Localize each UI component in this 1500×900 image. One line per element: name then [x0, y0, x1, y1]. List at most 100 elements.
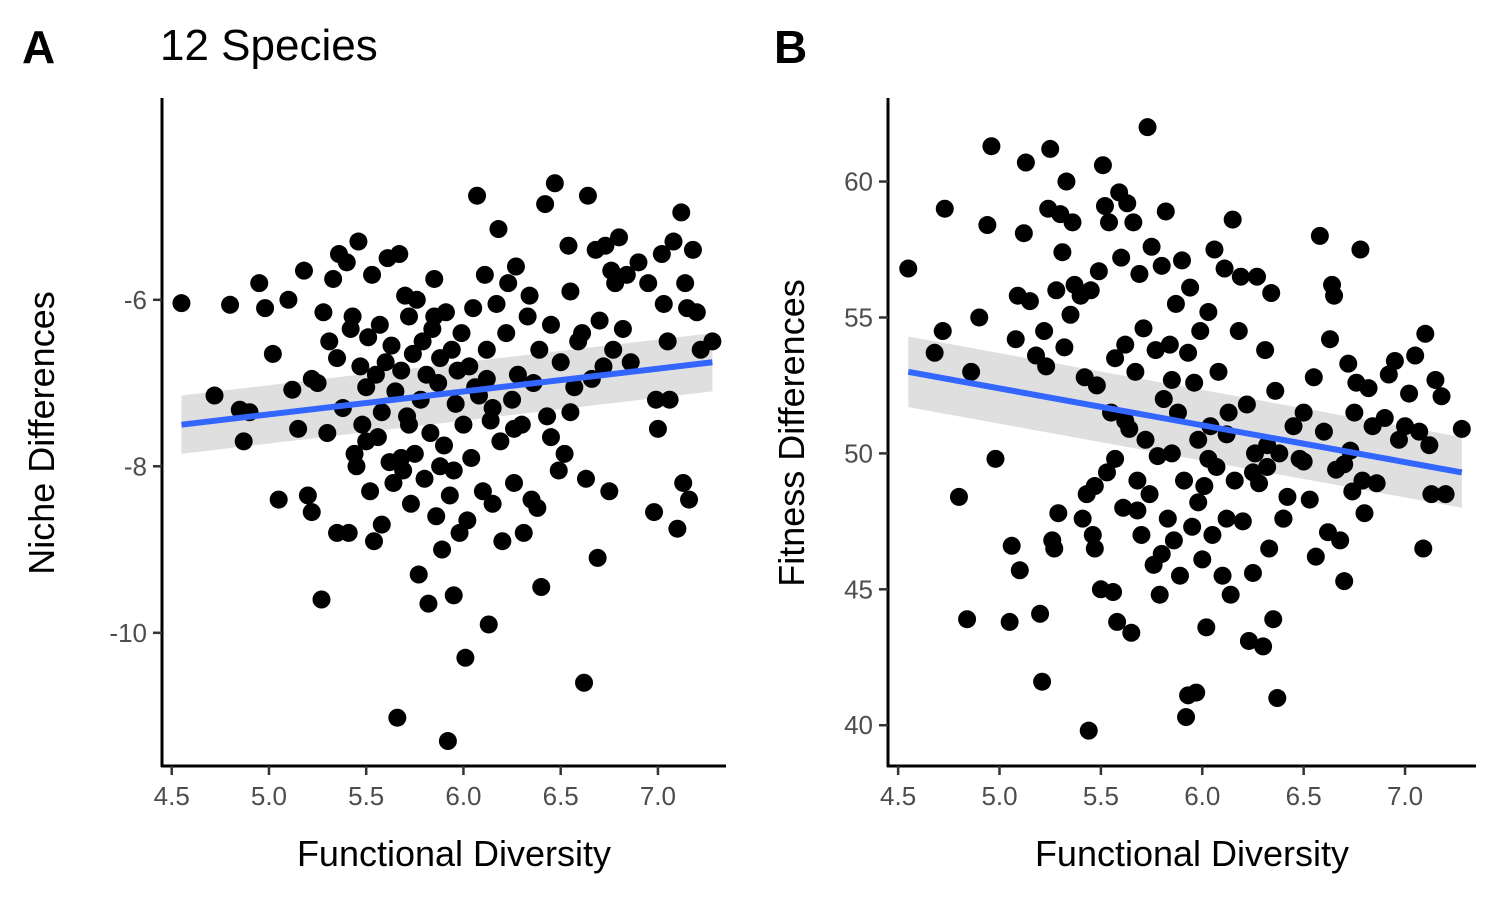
data-point — [1229, 322, 1248, 341]
data-point — [935, 199, 954, 218]
data-point — [604, 340, 623, 359]
data-point — [1010, 561, 1029, 580]
data-point — [1150, 585, 1169, 604]
data-point — [1217, 509, 1236, 528]
data-point — [473, 482, 492, 501]
data-point — [541, 428, 560, 447]
data-point — [1122, 623, 1141, 642]
data-point — [1085, 539, 1104, 558]
data-point — [1124, 213, 1143, 232]
data-point — [1410, 422, 1429, 441]
data-point — [1262, 284, 1281, 303]
data-point — [660, 390, 679, 409]
data-point — [1436, 485, 1455, 504]
data-point — [234, 432, 253, 451]
data-point — [446, 394, 465, 413]
data-point — [464, 299, 483, 318]
y-tick-label: 40 — [844, 710, 873, 740]
data-point — [1002, 536, 1021, 555]
data-point — [1118, 194, 1137, 213]
data-point — [1087, 376, 1106, 395]
x-tick-label: 6.0 — [445, 781, 481, 811]
data-point — [363, 265, 382, 284]
data-point — [1179, 343, 1198, 362]
data-point — [1158, 509, 1177, 528]
data-point — [372, 403, 391, 422]
data-point — [205, 386, 224, 405]
data-point — [1104, 583, 1123, 602]
data-point — [431, 457, 450, 476]
data-point — [384, 473, 403, 492]
panel-letter-a: A — [22, 21, 56, 73]
data-point — [1345, 403, 1364, 422]
data-point — [680, 490, 699, 509]
data-point — [1225, 471, 1244, 490]
y-axis-title: Niche Differences — [21, 291, 62, 574]
data-point — [1177, 708, 1196, 727]
data-point — [1014, 224, 1033, 243]
data-point — [1154, 390, 1173, 409]
data-point — [433, 540, 452, 559]
data-point — [1213, 566, 1232, 585]
x-tick-label: 6.5 — [1286, 781, 1322, 811]
data-point — [1006, 330, 1025, 349]
data-point — [489, 220, 508, 239]
data-point — [1193, 550, 1212, 569]
data-point — [520, 286, 539, 305]
data-point — [639, 274, 658, 293]
data-point — [1233, 512, 1252, 531]
data-point — [1033, 672, 1052, 691]
data-point — [1148, 447, 1167, 466]
data-point — [1162, 444, 1181, 463]
data-point — [1164, 531, 1183, 550]
data-point — [1209, 362, 1228, 381]
data-point — [289, 419, 308, 438]
data-point — [1132, 525, 1151, 544]
data-point — [366, 365, 385, 384]
y-tick-label: -6 — [124, 285, 147, 315]
data-point — [506, 257, 525, 276]
data-point — [1274, 509, 1293, 528]
data-point — [664, 232, 683, 251]
data-point — [483, 494, 502, 513]
data-point — [676, 274, 695, 293]
data-point — [477, 369, 496, 388]
data-point — [621, 353, 640, 372]
data-point — [1175, 471, 1194, 490]
data-point — [1000, 612, 1019, 631]
data-point — [421, 424, 440, 442]
data-point — [578, 186, 597, 205]
data-point — [1185, 373, 1204, 392]
data-point — [370, 315, 389, 334]
data-point — [1081, 281, 1100, 300]
data-point — [1310, 226, 1329, 245]
x-tick-label: 7.0 — [1387, 781, 1423, 811]
data-point — [1205, 240, 1224, 259]
data-point — [456, 648, 475, 667]
data-point — [256, 299, 275, 318]
data-point — [452, 324, 471, 343]
data-point — [1126, 362, 1145, 381]
x-tick-label: 4.5 — [880, 781, 916, 811]
data-point — [1321, 330, 1340, 349]
data-point — [427, 507, 446, 526]
data-point — [1304, 368, 1323, 387]
y-tick-label: 50 — [844, 438, 873, 468]
data-point — [415, 469, 434, 488]
data-point — [351, 357, 370, 376]
data-point — [337, 253, 356, 272]
data-point — [1097, 463, 1116, 482]
data-point — [1114, 498, 1133, 517]
data-point — [1351, 240, 1370, 259]
data-point — [1331, 531, 1350, 550]
data-point — [429, 374, 448, 393]
data-point — [353, 415, 372, 434]
data-point — [1260, 539, 1279, 558]
data-point — [1031, 604, 1050, 623]
data-point — [302, 503, 321, 522]
data-point — [1256, 341, 1275, 360]
data-point — [357, 432, 376, 451]
data-point — [497, 324, 516, 343]
data-point — [1199, 303, 1218, 322]
data-point — [359, 328, 378, 347]
